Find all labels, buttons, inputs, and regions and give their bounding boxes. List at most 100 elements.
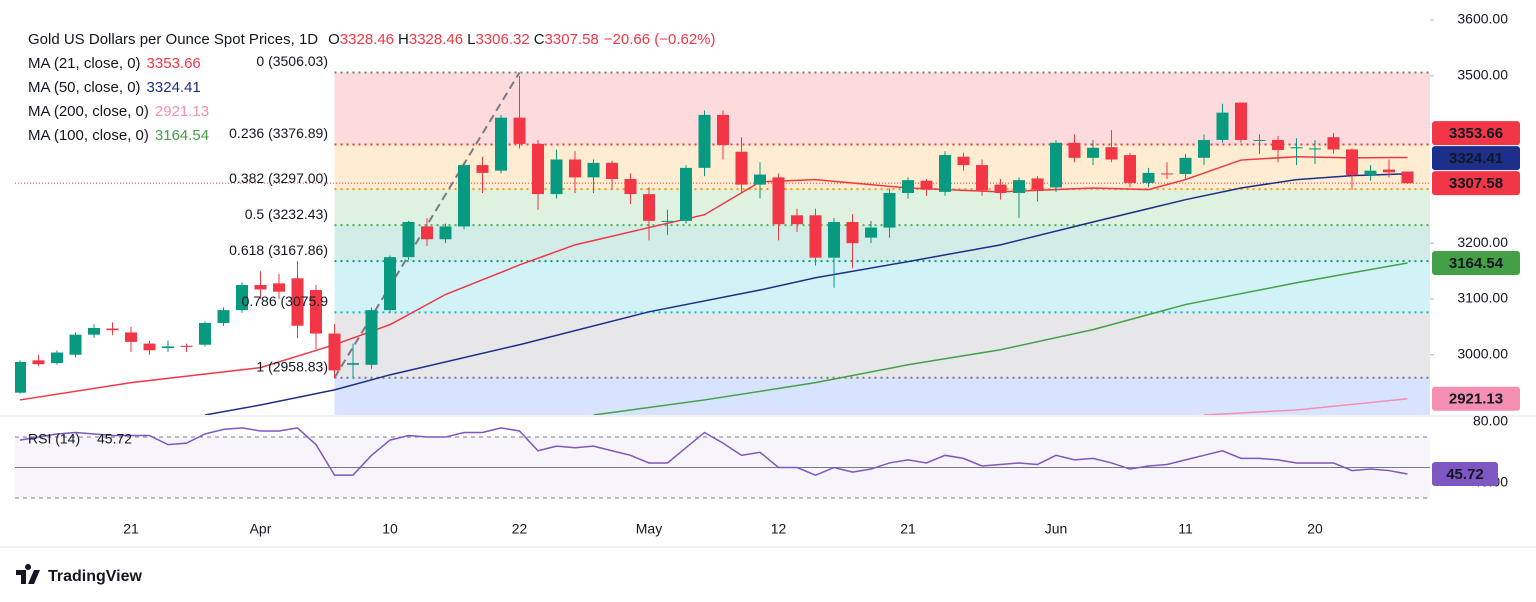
trend-line: [333, 71, 521, 379]
candle-body: [680, 167, 692, 221]
rsi-badge: [1432, 462, 1498, 487]
candle-body: [1309, 148, 1321, 150]
candle-body: [1346, 149, 1358, 176]
candle-body: [735, 151, 748, 185]
candle-body: [828, 221, 840, 258]
ohlc-value: 3328.46: [340, 31, 394, 48]
candle-body: [458, 165, 470, 227]
candle-body: [698, 114, 711, 168]
y-tick-label: 3100.00: [1457, 290, 1508, 306]
price-badge-label: 3324.41: [1449, 150, 1503, 167]
ma-name: MA (50, close, 0): [28, 79, 141, 96]
fib-zone: [334, 225, 1430, 262]
price-badge: [1432, 386, 1520, 411]
x-tick-label: 12: [771, 521, 787, 537]
price-badge: [1432, 250, 1520, 275]
price-badge-label: 2921.13: [1449, 391, 1503, 408]
candle-body: [606, 162, 618, 180]
price-badge: [1432, 121, 1520, 146]
ohlc-value: 3307.58: [545, 31, 599, 48]
candle-body: [809, 215, 822, 258]
price-badge-label: 3307.58: [1449, 175, 1503, 192]
x-tick-label: Jun: [1045, 521, 1068, 537]
brand-logo: [16, 564, 40, 584]
rsi-value: 45.72: [97, 431, 132, 447]
x-tick-label: 20: [1307, 521, 1323, 537]
fib-label: 0.382 (3297.00): [229, 170, 328, 186]
candle-body: [1401, 171, 1414, 184]
x-tick-label: 22: [512, 521, 528, 537]
candle-body: [88, 327, 100, 335]
ma-line: [1203, 398, 1408, 415]
candle-body: [939, 155, 951, 192]
ohlc-label: L: [467, 31, 475, 48]
fib-zone: [334, 189, 1430, 226]
candle-body: [513, 117, 526, 144]
candle-body: [162, 346, 174, 349]
candle-body: [846, 221, 859, 244]
candle-body: [1031, 178, 1044, 190]
candle-body: [1327, 137, 1340, 150]
fib-label: 0 (3506.03): [256, 53, 328, 69]
candle-body: [957, 156, 970, 166]
candle-body: [1013, 180, 1025, 193]
candle-body: [569, 159, 581, 178]
candle-body: [550, 159, 563, 195]
ma-legend: MA (21, close, 0) 3353.66: [28, 55, 201, 72]
y-tick-label: 3000.00: [1457, 345, 1508, 361]
candle-body: [1272, 139, 1284, 151]
candle-body: [421, 226, 433, 240]
ma-value: 3164.54: [155, 127, 209, 144]
ma-value: 3324.41: [147, 79, 201, 96]
x-tick-label: 11: [1178, 521, 1193, 537]
brand-name: TradingView: [48, 568, 143, 585]
y-tick-label: 3600.00: [1457, 11, 1508, 27]
candle-body: [143, 343, 156, 351]
legend-header: Gold US Dollars per Ounce Spot Prices, 1…: [28, 31, 716, 48]
price-badge: [1432, 146, 1520, 171]
ohlc-label: O: [328, 31, 340, 48]
ma-legend: MA (200, close, 0) 2921.13: [28, 103, 209, 120]
candle-body: [865, 227, 877, 238]
candle-body: [402, 221, 415, 258]
candle-body: [51, 352, 63, 364]
candle-body: [1383, 169, 1395, 173]
ohlc-value: 3306.32: [475, 31, 529, 48]
candle-body: [1179, 157, 1192, 175]
ma-name: MA (100, close, 0): [28, 127, 149, 144]
fib-zone: [334, 377, 1430, 415]
candle-body: [754, 174, 766, 185]
fib-zone: [334, 312, 1430, 378]
candle-body: [643, 194, 655, 221]
ma-value: 2921.13: [155, 103, 209, 120]
title: Gold US Dollars per Ounce Spot Prices, 1…: [28, 31, 318, 48]
price-badge: [1432, 171, 1520, 196]
candle-body: [994, 184, 1007, 193]
candle-body: [661, 220, 674, 222]
x-tick-label: May: [636, 521, 662, 537]
rsi-line: [19, 427, 1408, 476]
ohlc-label: C: [534, 31, 545, 48]
candle-body: [365, 310, 378, 365]
candle-body: [1142, 172, 1155, 183]
candle-body: [532, 143, 544, 195]
x-tick-label: Apr: [250, 521, 272, 537]
fib-label: 0.618 (3167.86): [229, 242, 328, 258]
candle-body: [310, 290, 322, 334]
candle-body: [15, 362, 26, 393]
candle-body: [587, 162, 600, 178]
rsi-name: RSI (14): [28, 431, 80, 447]
change: −20.66 (−0.62%): [604, 31, 716, 48]
x-tick-label: 21: [123, 521, 139, 537]
candle-body: [328, 333, 341, 371]
candle-body: [772, 177, 785, 225]
ma-name: MA (200, close, 0): [28, 103, 149, 120]
candle-body: [291, 278, 304, 326]
candle-body: [1068, 142, 1081, 158]
candle-body: [1253, 139, 1266, 141]
candle-body: [1105, 147, 1118, 160]
main-plot: [15, 71, 1430, 415]
x-tick-label: 21: [900, 521, 916, 537]
candle-body: [1216, 112, 1229, 140]
